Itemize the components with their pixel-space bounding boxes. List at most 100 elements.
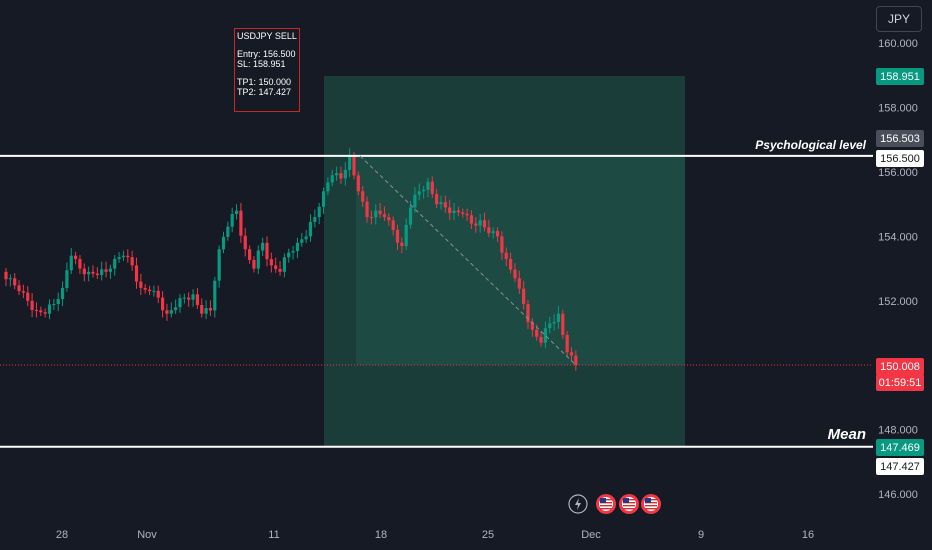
candle-body [556, 313, 561, 322]
price-tag-label: 147.427 [880, 461, 920, 473]
candle-body [548, 323, 552, 329]
candle-body [456, 210, 460, 213]
candle-body [56, 299, 60, 305]
candle-body [78, 258, 82, 269]
time-tick-label: 11 [268, 529, 279, 541]
price-tag-bg [876, 150, 924, 167]
price-tick-label: 154.000 [878, 231, 918, 243]
flag-stripe [600, 508, 612, 510]
price-tag: 147.427 [876, 458, 924, 475]
us-flag-icon[interactable] [641, 494, 661, 514]
candle-body [361, 191, 365, 202]
price-tag-label: 158.951 [880, 71, 920, 83]
candle-body [469, 215, 474, 224]
candle-body [413, 194, 417, 208]
candle-body [304, 236, 308, 240]
flag-canton [600, 498, 606, 503]
candle-body [513, 269, 517, 279]
candle-body [465, 213, 469, 216]
currency-button[interactable]: JPY [876, 6, 922, 32]
trend-line[interactable] [359, 155, 577, 366]
price-tag: 156.500 [876, 150, 924, 167]
time-tick-label: 25 [482, 529, 494, 541]
price-tag-bg [876, 458, 924, 475]
candle-body [300, 239, 304, 243]
candle-body [21, 291, 25, 293]
candle-body [134, 265, 139, 282]
candle-body [526, 304, 530, 323]
candle-body [569, 352, 574, 356]
candle-body [60, 287, 65, 300]
candle-body [178, 298, 182, 308]
candle-body [239, 210, 243, 236]
lightning-icon[interactable] [568, 494, 588, 514]
candle-body [452, 210, 456, 214]
flag-stripe [623, 508, 635, 510]
candle-body [408, 207, 413, 225]
candle-body [230, 214, 234, 227]
flag-canton [645, 498, 651, 503]
candle-body [26, 292, 30, 301]
candle-body [117, 257, 121, 259]
us-flag-icon[interactable] [596, 494, 616, 514]
candle-body [274, 265, 278, 269]
candle-body [187, 297, 191, 300]
candle-body [8, 278, 12, 280]
lightning-icon-bolt [575, 498, 581, 510]
candle-body [417, 191, 421, 195]
candle-body [200, 304, 204, 314]
candle-body [356, 175, 360, 192]
candle-body [291, 251, 295, 253]
time-axis: 28 Nov 11 18 25 Dec 9 16 [56, 529, 814, 541]
candle-body [147, 289, 152, 292]
candle-body [482, 220, 487, 228]
candle-body [221, 236, 226, 250]
price-tag-bg [876, 130, 924, 147]
candle-body [195, 294, 199, 305]
candle-body [543, 328, 547, 343]
candle-body [265, 242, 269, 260]
candle-body [395, 229, 400, 243]
price-tag: 158.951 [876, 68, 924, 85]
candle-body [39, 310, 43, 313]
candle-body [278, 268, 282, 272]
candle-body [213, 280, 217, 311]
trade-entry: Entry: 156.500 [237, 49, 296, 59]
candle-body [365, 201, 369, 218]
price-tag-label: 01:59:51 [879, 377, 922, 389]
candle-body [330, 175, 334, 183]
candle-body [500, 236, 504, 253]
price-tag-bg [876, 68, 924, 85]
candle-body [143, 287, 147, 290]
price-tag-bg [876, 358, 924, 375]
candle-body [509, 258, 513, 270]
candle-body [374, 210, 378, 218]
candle-body [4, 271, 8, 280]
candle-body [174, 307, 178, 311]
candle-body [204, 308, 208, 314]
candle-body [82, 268, 86, 275]
candle-body [234, 210, 239, 215]
us-flag-icon[interactable] [619, 494, 639, 514]
price-tick-label: 148.000 [878, 425, 918, 437]
candle-body [400, 242, 404, 247]
candle-body [52, 304, 56, 306]
candle-body [348, 155, 352, 170]
flag-stripe [645, 508, 657, 510]
candle-body [335, 173, 339, 176]
price-axis: 160.000 158.000 156.000 154.000 152.000 148.0… [878, 38, 918, 501]
candle-body [382, 214, 387, 218]
candle-body [504, 252, 508, 259]
candle-body [34, 309, 39, 311]
price-tag: 150.008 [876, 358, 924, 375]
price-tag-bg [876, 374, 924, 391]
flag-canton [623, 498, 629, 503]
candle-body [426, 181, 430, 190]
price-tags: 158.951 156.503 156.500 150.008 01:59:51 147.… [876, 68, 924, 475]
candle-body [156, 290, 160, 298]
candle-body [491, 231, 495, 234]
mean-label: Mean [828, 426, 866, 443]
candle-body [226, 226, 230, 237]
time-tick-label: 28 [56, 529, 68, 541]
